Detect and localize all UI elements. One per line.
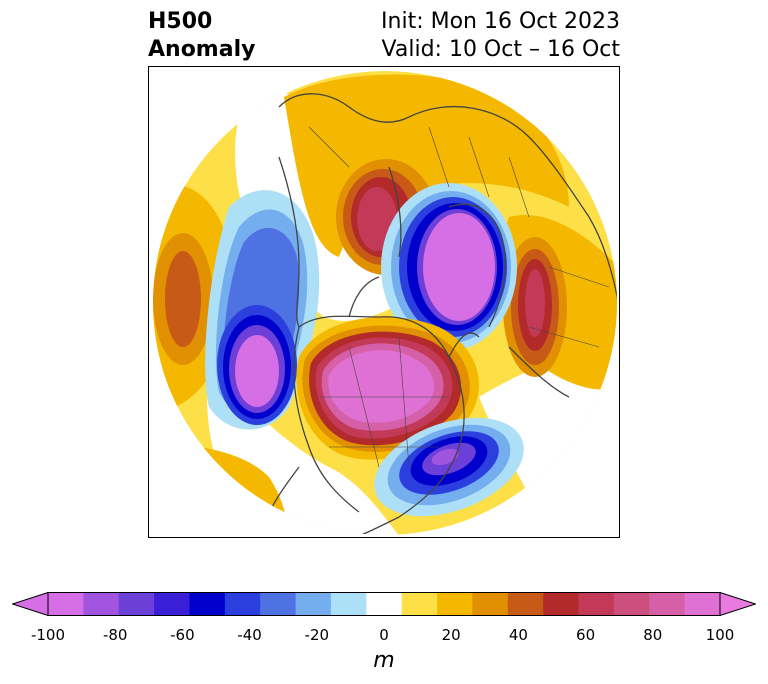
colorbar-tick-label: 0	[379, 626, 389, 644]
colorbar-segment	[366, 592, 403, 616]
positive-anomaly-core	[328, 350, 435, 423]
colorbar-segment	[260, 592, 297, 616]
colorbar-segment	[295, 592, 332, 616]
colorbar-tick-label: 60	[576, 626, 596, 644]
colorbar-tick-label: -80	[102, 626, 128, 644]
colorbar-segment	[330, 592, 367, 616]
colorbar-tick-label: -20	[304, 626, 330, 644]
init-date: Init: Mon 16 Oct 2023	[381, 9, 620, 34]
title-field: Anomaly	[148, 37, 256, 62]
negative-anomaly-core	[423, 213, 495, 321]
colorbar-under-arrow	[12, 592, 49, 616]
colorbar-segment	[649, 592, 686, 616]
coastlines	[258, 93, 617, 535]
colorbar-outline	[47, 592, 721, 616]
title-variable: H500	[148, 9, 213, 34]
chart-title-left: H500 Anomaly	[148, 8, 255, 64]
colorbar-segment	[684, 592, 721, 616]
colorbar-tick-label: 80	[643, 626, 663, 644]
colorbar-segment	[613, 592, 650, 616]
colorbar-segment	[578, 592, 615, 616]
colorbar-tick-label: -40	[237, 626, 262, 644]
negative-anomaly-core	[431, 448, 459, 466]
colorbar-tick-label: 40	[508, 626, 528, 644]
colorbar-segment	[48, 592, 84, 616]
positive-anomaly-core	[525, 269, 545, 337]
colorbar-tick-label: -60	[170, 626, 195, 644]
colorbar-segment	[83, 592, 120, 616]
colorbar-segment	[401, 592, 438, 616]
chart-title-right: Init: Mon 16 Oct 2023 Valid: 10 Oct – 16…	[381, 8, 620, 64]
colorbar-segment	[224, 592, 261, 616]
positive-anomaly-core	[165, 251, 201, 347]
colorbar-over-arrow	[719, 592, 756, 616]
anomaly-map-svg	[153, 71, 617, 535]
colorbar-tick-label: 100	[705, 626, 735, 644]
colorbar-segment	[543, 592, 580, 616]
colorbar-segment	[154, 592, 190, 616]
colorbar-tick-label: 20	[441, 626, 461, 644]
colorbar-tick-label: -100	[30, 626, 66, 644]
anomaly-map	[148, 66, 620, 538]
colorbar	[12, 592, 756, 616]
colorbar-segment	[437, 592, 473, 616]
valid-range: Valid: 10 Oct – 16 Oct	[381, 37, 620, 62]
colorbar-segment	[189, 592, 226, 616]
colorbar-segment	[118, 592, 155, 616]
colorbar-units: m	[373, 648, 395, 673]
colorbar-segment	[507, 592, 544, 616]
colorbar-segment	[472, 592, 509, 616]
negative-anomaly-core	[235, 335, 279, 407]
political-boundaries	[308, 126, 610, 468]
